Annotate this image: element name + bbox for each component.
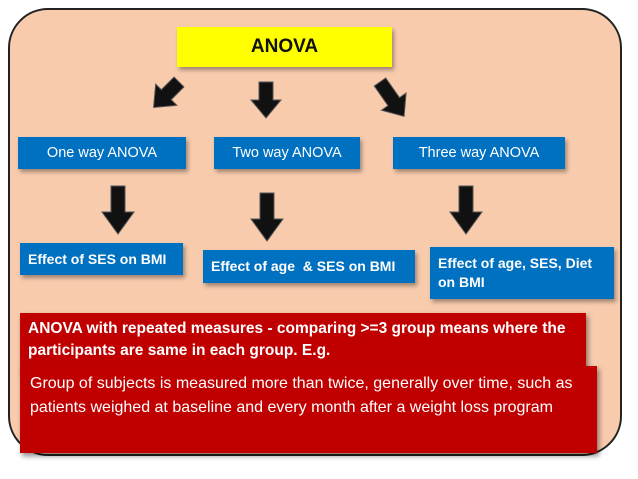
anova-title: ANOVA [250, 36, 319, 57]
anova-title-box: ANOVA [177, 27, 392, 67]
effect-label-3: Effect of age, SES, Diet on BMI [438, 255, 593, 290]
two-way-anova-label: Two way ANOVA [232, 145, 342, 161]
effect-label-2: Effect of age & SES on BMI [211, 258, 396, 274]
arrow-to-effect-2 [250, 192, 284, 242]
arrow-to-two-way [249, 81, 283, 119]
repeated-measures-example: Group of subjects is measured more than … [30, 375, 573, 416]
repeated-measures-heading-box: ANOVA with repeated measures - comparing… [20, 313, 586, 371]
effect-box-2: Effect of age & SES on BMI [203, 250, 415, 283]
arrow-to-effect-3 [449, 185, 483, 235]
effect-box-3: Effect of age, SES, Diet on BMI [430, 247, 614, 299]
three-way-anova-label: Three way ANOVA [418, 145, 540, 161]
one-way-anova-box: One way ANOVA [18, 137, 186, 169]
three-way-anova-box: Three way ANOVA [393, 137, 565, 169]
one-way-anova-label: One way ANOVA [46, 145, 158, 161]
effect-label-1: Effect of SES on BMI [28, 250, 167, 267]
arrow-to-three-way [373, 77, 407, 118]
repeated-measures-example-box: Group of subjects is measured more than … [20, 366, 597, 453]
arrow-to-effect-1 [101, 185, 135, 235]
effect-box-1: Effect of SES on BMI [20, 243, 183, 275]
arrow-to-one-way [152, 76, 185, 109]
two-way-anova-box: Two way ANOVA [214, 137, 360, 169]
repeated-measures-heading: ANOVA with repeated measures - comparing… [28, 320, 566, 359]
